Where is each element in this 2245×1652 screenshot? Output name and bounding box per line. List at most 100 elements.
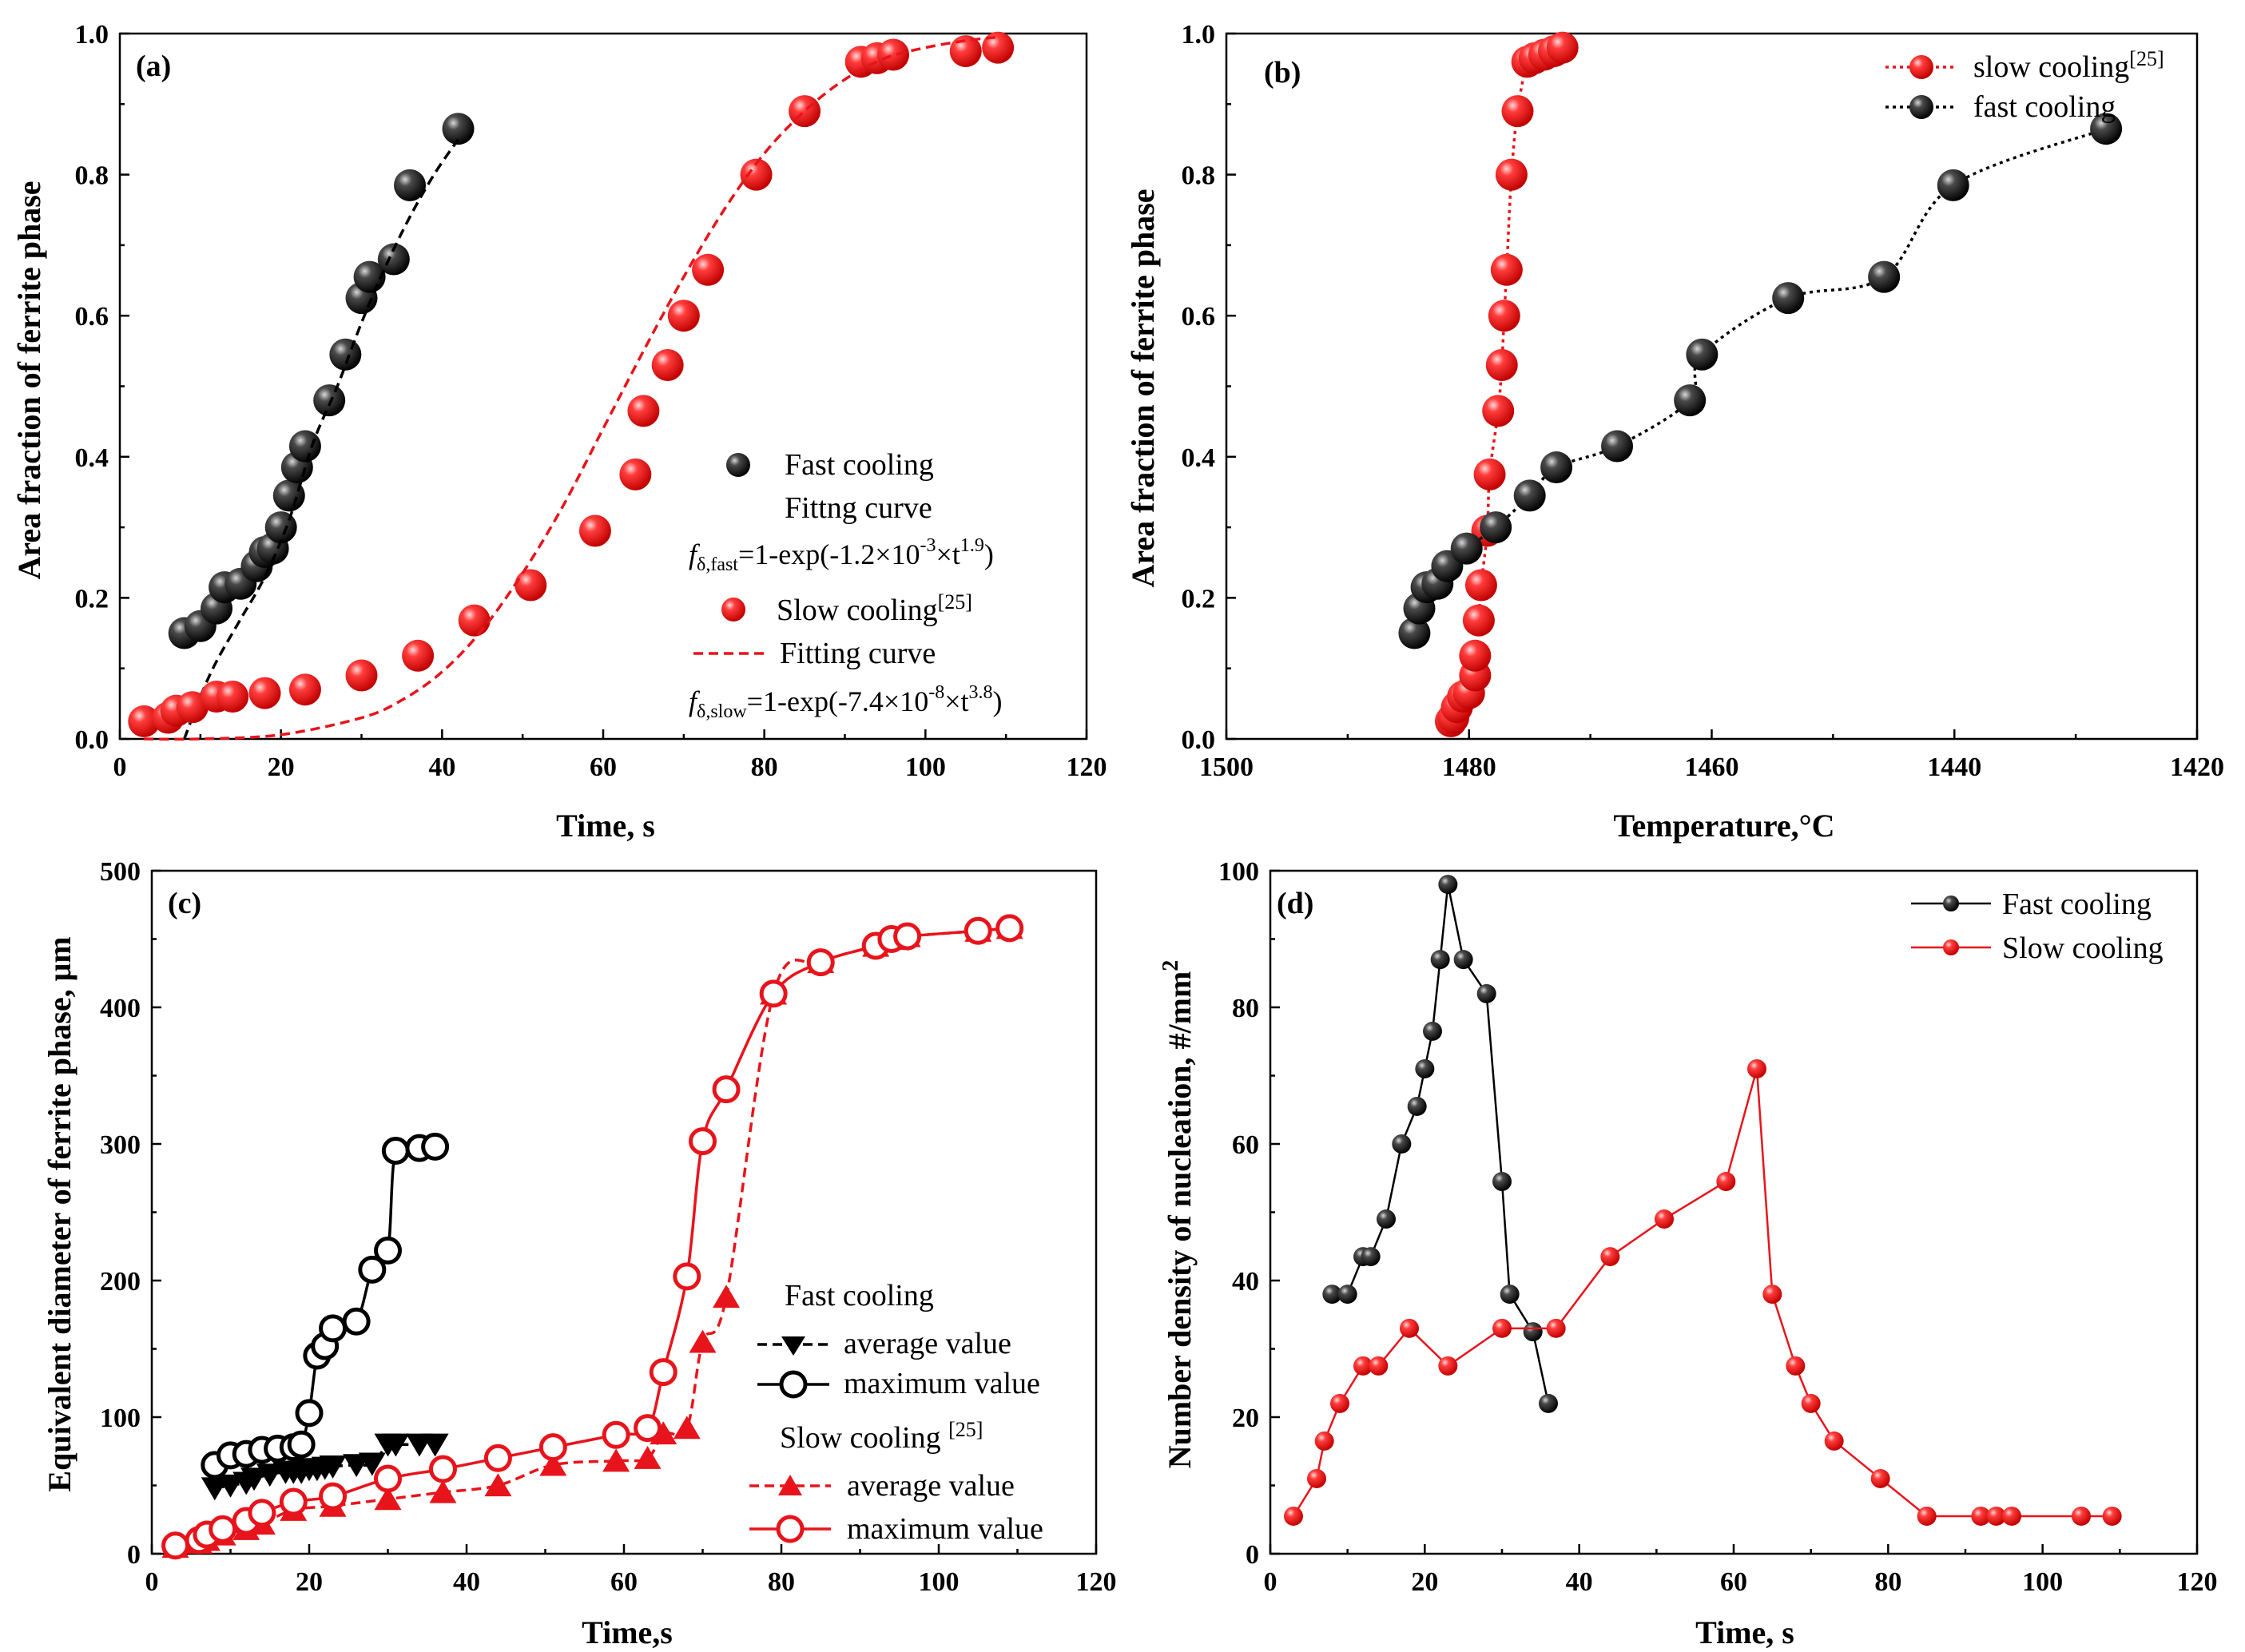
series-a-2-point xyxy=(789,95,821,128)
series-c-0-point xyxy=(256,1463,284,1487)
legend-c-fast-max-marker xyxy=(779,1370,808,1399)
series-b-1-point xyxy=(1937,169,1969,201)
series-a-2-point xyxy=(458,604,491,637)
x-tick-label: 1460 xyxy=(1685,753,1739,782)
panel-c-label: (c) xyxy=(168,887,201,920)
x-tick-label: 40 xyxy=(453,1567,480,1597)
x-tick-label: 20 xyxy=(1411,1567,1438,1597)
series-d-1-point xyxy=(2002,1506,2021,1526)
legend-c-slow-max-marker xyxy=(776,1515,805,1543)
panel-d-legend: Fast cooling Slow cooling xyxy=(1911,888,2164,965)
series-a-2-point xyxy=(248,677,281,709)
panel-b-xlabel: Temperature,°C xyxy=(1613,808,1834,844)
x-tick-label: 120 xyxy=(1067,753,1107,782)
series-b-1-line xyxy=(1413,127,2107,633)
x-tick-label: 20 xyxy=(296,1567,323,1597)
series-d-1-point xyxy=(1546,1318,1566,1338)
legend-c-fast-heading: Fast cooling xyxy=(785,1279,934,1312)
series-c-3-point xyxy=(209,1515,237,1543)
legend-d-slow-marker xyxy=(1943,939,1959,955)
series-a-2-point xyxy=(345,659,378,692)
series-a-2-point xyxy=(651,349,684,382)
series-c-2-point xyxy=(713,1285,741,1308)
legend-b-slow-label: slow cooling[25] xyxy=(1973,47,2164,84)
series-c-3-point xyxy=(689,1127,717,1156)
series-d-1-point xyxy=(1314,1431,1334,1451)
series-b-0-point xyxy=(1488,300,1520,332)
series-c-1-point xyxy=(319,1314,348,1343)
x-tick-label: 0 xyxy=(113,753,127,782)
series-c-0-point xyxy=(217,1474,244,1498)
x-tick-label: 20 xyxy=(268,753,295,782)
series-a-0-point xyxy=(394,169,426,201)
x-tick-label: 120 xyxy=(1076,1567,1117,1597)
series-d-0-point xyxy=(1430,950,1450,970)
series-a-2-point xyxy=(578,514,611,547)
series-b-1-point xyxy=(1540,451,1573,484)
series-b-0-point xyxy=(1482,395,1515,427)
series-d-1-point xyxy=(1353,1356,1373,1376)
series-c-3-point xyxy=(759,979,788,1008)
y-tick-label: 20 xyxy=(1232,1404,1259,1433)
x-tick-label: 80 xyxy=(768,1567,795,1597)
panel-c-ylabel: Equivalent diameter of ferrite phase, μm xyxy=(42,936,77,1491)
series-d-0-point xyxy=(1476,983,1496,1003)
y-tick-label: 80 xyxy=(1232,994,1259,1023)
y-tick-label: 400 xyxy=(100,994,141,1023)
series-c-3-point xyxy=(428,1455,457,1483)
series-d-0-point xyxy=(1453,950,1473,970)
y-tick-label: 300 xyxy=(100,1130,141,1160)
series-d-1-point xyxy=(1307,1468,1326,1488)
x-tick-label: 60 xyxy=(590,753,617,782)
x-tick-label: 100 xyxy=(2022,1567,2063,1597)
y-tick-label: 0 xyxy=(1246,1540,1259,1570)
series-c-3-point xyxy=(712,1075,741,1104)
series-a-2-point xyxy=(176,691,209,724)
series-c-3-point xyxy=(319,1482,348,1511)
y-tick-label: 0.4 xyxy=(75,443,109,473)
series-d-0-point xyxy=(1523,1322,1543,1342)
series-a-0-point xyxy=(288,430,321,463)
series-c-1-point xyxy=(358,1255,387,1284)
series-a-2-point xyxy=(692,253,725,286)
series-a-2-point xyxy=(667,300,700,332)
series-a-1-line xyxy=(183,138,459,740)
series-a-2-point xyxy=(877,38,909,71)
series-c-3-point xyxy=(806,948,835,977)
series-a-2-point xyxy=(402,639,435,672)
series-b-1-point xyxy=(1686,338,1719,371)
series-b-1-point xyxy=(2090,113,2123,145)
panel-b: 1500 1480 1460 1440 1420 0.0 0.2 0.4 0.6 0.8 1.0 (… xyxy=(1125,20,2224,844)
series-c-1-line xyxy=(213,1141,435,1467)
y-tick-label: 500 xyxy=(100,857,141,887)
series-c-2-point xyxy=(689,1329,717,1353)
series-d-1-point xyxy=(1400,1318,1419,1338)
series-b-0-point xyxy=(1501,95,1534,128)
series-c-1-point xyxy=(374,1236,402,1265)
y-tick-label: 0.0 xyxy=(75,725,109,755)
series-c-2-point xyxy=(673,1416,701,1440)
x-tick-label: 1440 xyxy=(1927,753,1981,782)
y-tick-label: 0.8 xyxy=(75,161,109,191)
x-tick-label: 120 xyxy=(2177,1567,2218,1597)
series-d-1-point xyxy=(1492,1318,1512,1338)
series-c-2-point xyxy=(602,1448,630,1472)
series-b-1-point xyxy=(1513,479,1546,512)
panel-c-legend: Fast cooling average value maximum value… xyxy=(749,1279,1043,1546)
series-c-1-point xyxy=(342,1307,371,1336)
x-tick-label: 60 xyxy=(1720,1567,1747,1597)
y-tick-label: 200 xyxy=(100,1267,141,1297)
legend-b-slow-marker xyxy=(1909,55,1933,79)
series-d-0-point xyxy=(1500,1285,1520,1305)
series-d-0-point xyxy=(1392,1134,1412,1154)
series-c-2-point xyxy=(634,1446,662,1469)
series-a-0-point xyxy=(442,113,475,145)
y-tick-label: 100 xyxy=(100,1404,141,1433)
legend-slow-marker xyxy=(721,598,745,621)
series-a-2-point xyxy=(515,569,547,602)
panel-a: 0 20 40 60 80 100 120 0.0 0.2 0.4 0.6 0.8 1.0 (a) Ti… xyxy=(11,20,1107,844)
series-c-3-point xyxy=(995,914,1024,943)
series-c-1-point xyxy=(381,1137,410,1166)
series-a-0-point xyxy=(377,243,410,276)
